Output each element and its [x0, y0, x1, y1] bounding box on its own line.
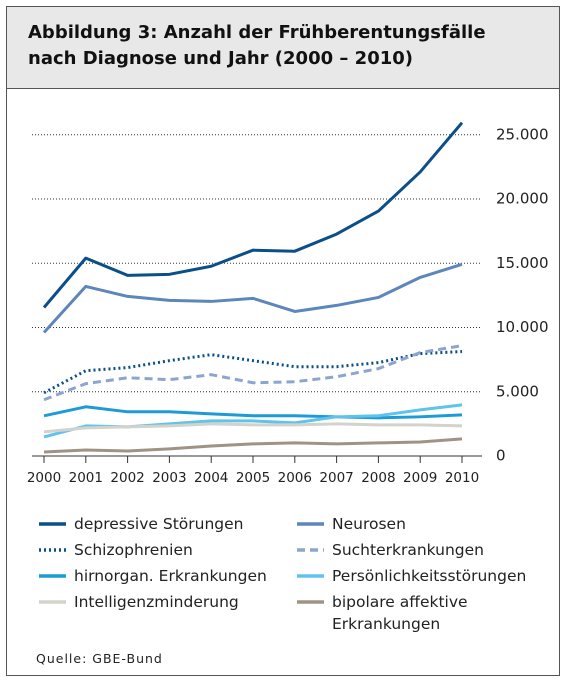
legend-swatch [39, 600, 66, 604]
series-line [43, 437, 463, 454]
series-line [43, 422, 463, 434]
x-tick-label: 2003 [152, 470, 186, 486]
series-line [42, 121, 464, 309]
legend-swatch [297, 600, 324, 604]
legend-swatch [39, 522, 66, 526]
series-line [43, 405, 463, 420]
legend-item: hirnorgan. Erkrankungen [38, 565, 294, 587]
legend-swatch [297, 522, 324, 526]
series-line [43, 350, 463, 395]
legend-label: hirnorgan. Erkrankungen [74, 567, 267, 585]
legend-label: Schizophrenien [74, 541, 193, 559]
frame [6, 6, 560, 676]
legend-label: Suchterkrankungen [332, 541, 485, 559]
legend-item: bipolare affektive Erkrankungen [296, 591, 552, 635]
legend-swatch [39, 548, 66, 552]
x-tick-label: 2000 [27, 470, 61, 486]
legend-swatch [297, 574, 324, 578]
legend-item: Suchterkrankungen [296, 539, 552, 561]
y-tick-label: 25.000 [496, 125, 549, 143]
x-tick-label: 2005 [236, 470, 270, 486]
y-tick-label: 20.000 [496, 190, 549, 208]
legend-item: Schizophrenien [38, 539, 294, 561]
series-line [43, 344, 463, 402]
source: Quelle: GBE-Bund [36, 651, 163, 666]
x-tick-label: 2001 [69, 470, 103, 486]
x-tick-label: 2002 [110, 470, 144, 486]
y-tick-label: 5.000 [496, 382, 539, 400]
x-tick-label: 2006 [278, 470, 312, 486]
legend-swatch [39, 574, 66, 578]
chart-title: Abbildung 3: Anzahl der Frühberentungsfä… [28, 22, 486, 69]
x-tick-label: 2004 [194, 470, 228, 486]
legend-label: Neurosen [332, 515, 406, 533]
y-tick-label: 0 [496, 447, 506, 465]
header [7, 7, 559, 89]
series-line [42, 262, 463, 334]
x-tick-label: 2009 [403, 470, 437, 486]
y-tick-label: 15.000 [496, 254, 549, 272]
legend-label: bipolare affektive Erkrankungen [332, 593, 468, 633]
legend-swatch [297, 548, 324, 552]
legend-item: Neurosen [296, 513, 552, 535]
legend-item: depressive Störungen [38, 513, 294, 535]
legend-label: Persönlichkeitsstörungen [332, 567, 527, 585]
legend-item: Intelligenzminderung [38, 591, 294, 613]
x-tick-label: 2007 [319, 470, 353, 486]
legend-label: Intelligenzminderung [74, 593, 239, 611]
x-tick-label: 2010 [445, 470, 479, 486]
legend-item: Persönlichkeitsstörungen [296, 565, 552, 587]
y-tick-label: 10.000 [496, 318, 549, 336]
x-tick-label: 2008 [361, 470, 395, 486]
legend-label: depressive Störungen [74, 515, 244, 533]
